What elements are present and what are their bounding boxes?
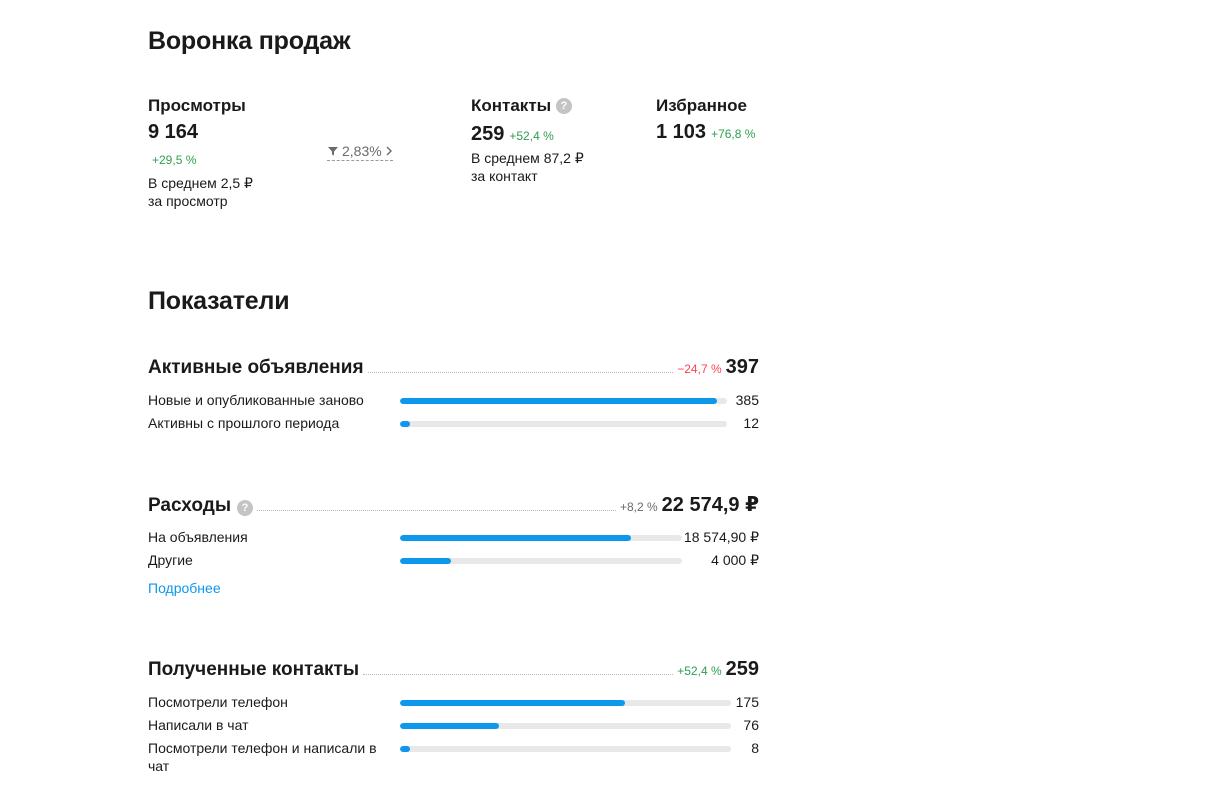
contacts-average-line1: В среднем 87,2 ₽ — [471, 150, 584, 166]
progress-fill — [400, 746, 410, 752]
views-value: 9 164 — [148, 121, 199, 143]
leader-line — [367, 372, 674, 373]
views-average: В среднем 2,5 ₽ за просмотр — [148, 174, 253, 210]
contacts-label-text: Контакты — [471, 96, 552, 115]
active-ads-change: −24,7 % — [677, 362, 722, 376]
metric-label: Посмотрели телефон и написали в чат — [148, 740, 377, 774]
conversion-button[interactable]: 2,83% — [327, 143, 393, 161]
metric-value: 385 — [735, 392, 759, 408]
metric-value: 175 — [735, 694, 759, 710]
metric-label: Написали в чат — [148, 717, 249, 733]
metric-row: Посмотрели телефон 175 — [148, 693, 759, 711]
favorites-value-group: 1 103 +76,8 % — [656, 121, 755, 144]
metric-row: Посмотрели телефон и написали в чат 8 — [148, 739, 759, 774]
conversion-value: 2,83% — [342, 143, 382, 159]
progress-bar — [400, 723, 731, 729]
progress-bar — [400, 700, 731, 706]
help-icon[interactable]: ? — [237, 500, 254, 516]
expenses-title: Расходы — [148, 495, 232, 516]
active-ads-total: 397 — [725, 356, 759, 378]
progress-fill — [400, 723, 500, 729]
active-ads-title: Активные объявления — [148, 357, 364, 378]
views-label: Просмотры — [148, 96, 246, 115]
metric-row: Новые и опубликованные заново 385 — [148, 391, 759, 409]
expenses-change: +8,2 % — [619, 500, 658, 514]
progress-fill — [400, 398, 718, 404]
metric-label: На объявления — [148, 529, 248, 545]
metric-value: 76 — [743, 717, 759, 733]
contacts-average-line2: за контакт — [471, 168, 538, 184]
metric-value: 8 — [751, 740, 759, 756]
progress-bar — [400, 398, 727, 404]
views-change: +29,5 % — [152, 153, 197, 167]
leader-line — [363, 674, 674, 675]
metric-row: Активны с прошлого периода 12 — [148, 414, 759, 432]
contacts-change: +52,4 % — [509, 129, 554, 143]
metric-value: 12 — [743, 415, 759, 431]
progress-bar — [400, 558, 682, 564]
metrics-title: Показатели — [148, 287, 290, 315]
favorites-label: Избранное — [656, 96, 747, 115]
funnel-icon — [327, 145, 339, 157]
metric-row: Другие 4 000 ₽ — [148, 551, 759, 569]
active-ads-header: Активные объявления −24,7 % 397 — [148, 356, 759, 379]
progress-fill — [400, 535, 632, 541]
metric-value: 18 574,90 ₽ — [683, 529, 759, 545]
favorites-value: 1 103 — [656, 121, 707, 143]
progress-bar — [400, 746, 731, 752]
funnel-title: Воронка продаж — [148, 27, 351, 55]
views-average-line1: В среднем 2,5 ₽ — [148, 175, 253, 191]
expenses-header: Расходы ? +8,2 % 22 574,9 ₽ — [148, 492, 759, 517]
progress-fill — [400, 558, 451, 564]
details-link[interactable]: Подробнее — [148, 580, 221, 596]
contacts-metric-change: +52,4 % — [677, 664, 722, 678]
chevron-right-icon — [385, 146, 393, 156]
views-average-line2: за просмотр — [148, 193, 228, 209]
metric-row: На объявления 18 574,90 ₽ — [148, 528, 759, 546]
favorites-change: +76,8 % — [711, 127, 756, 141]
contacts-value: 259 — [471, 123, 505, 145]
progress-bar — [400, 421, 727, 427]
contacts-value-group: 259 +52,4 % — [471, 123, 554, 146]
contacts-metric-header: Полученные контакты +52,4 % 259 — [148, 658, 759, 681]
progress-fill — [400, 421, 410, 427]
metric-label: Другие — [148, 552, 193, 568]
contacts-average: В среднем 87,2 ₽ за контакт — [471, 149, 584, 185]
help-icon[interactable]: ? — [555, 98, 572, 114]
progress-bar — [400, 535, 682, 541]
contacts-label: Контакты ? — [471, 96, 572, 116]
expenses-total: 22 574,9 ₽ — [661, 494, 759, 516]
metric-label: Посмотрели телефон — [148, 694, 288, 710]
leader-line — [257, 510, 616, 511]
progress-fill — [400, 700, 626, 706]
contacts-metric-total: 259 — [725, 658, 759, 680]
metric-value: 4 000 ₽ — [711, 552, 759, 568]
contacts-metric-title: Полученные контакты — [148, 659, 360, 680]
metric-row: Написали в чат 76 — [148, 716, 759, 734]
metric-label: Активны с прошлого периода — [148, 415, 340, 431]
metric-label: Новые и опубликованные заново — [148, 392, 364, 408]
